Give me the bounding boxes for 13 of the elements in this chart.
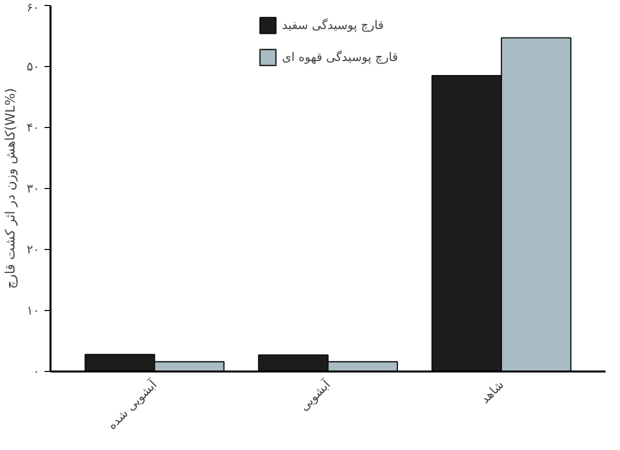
y-tick-label: ۶۰: [26, 0, 40, 14]
y-tick-label: ۵۰: [26, 60, 40, 74]
x-tick-label: آبشویی: [296, 376, 334, 414]
legend-label: قارچ پوسیدگی سفید: [282, 18, 384, 32]
y-tick-label: ۱۰: [26, 304, 40, 318]
y-tick-label: ۴۰: [26, 120, 40, 134]
y-tick-label: ۰: [33, 364, 40, 378]
x-tick-label: شاهد: [478, 378, 506, 406]
y-axis-title: کاهش وزن در اثر کشت قارچ(WL%): [4, 88, 19, 289]
y-tick-label: ۲۰: [26, 242, 40, 256]
x-tick-label: آبشویی شده: [104, 376, 160, 432]
y-tick-label: ۳۰: [26, 182, 40, 196]
legend-label: قارچ پوسیدگی قهوه ای: [282, 50, 398, 64]
